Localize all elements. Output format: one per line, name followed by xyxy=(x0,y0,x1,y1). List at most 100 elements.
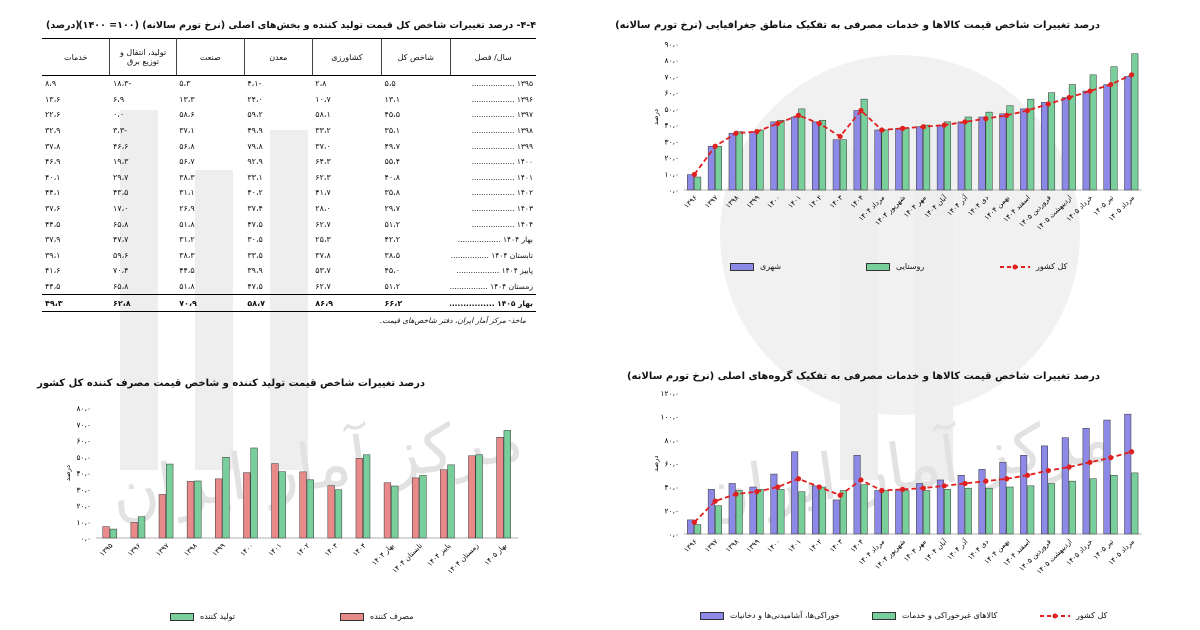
table-value-cell: ۵۹،۲ xyxy=(247,110,263,120)
y-tick-label: ۲۰،۰ xyxy=(664,507,679,516)
table-header-0: سال/ فصل xyxy=(449,38,536,76)
bar-1 xyxy=(1110,475,1118,535)
table-value-cell: ۵۱،۸ xyxy=(179,219,195,229)
x-tick-label: آذر ۱۴۰۴ xyxy=(945,192,970,217)
bar-1 xyxy=(419,475,427,539)
legend-label-nonfood: کالاهای غیرخوراکی و خدمات xyxy=(902,611,998,620)
table-row: ۱۳۹۹ .................. ۴۹،۷ ۳۷،۰ ۷۹،۸ ۵۶،۸ ۴… xyxy=(42,138,536,154)
y-tick-label: ۹۰،۰ xyxy=(664,40,679,49)
bar-1 xyxy=(475,454,483,539)
bar-0 xyxy=(791,451,799,535)
bar-1 xyxy=(363,454,371,539)
table-value-cell: ۳۱،۱ xyxy=(179,188,195,198)
bar-0 xyxy=(916,126,924,191)
bar-0 xyxy=(383,482,392,539)
bar-1 xyxy=(735,131,743,191)
chart3-legend-consumer: مصرف کننده xyxy=(340,612,414,621)
bar-0 xyxy=(1061,97,1069,191)
legend-swatch-food xyxy=(700,611,724,620)
table-value-cell: ۵،۵ xyxy=(384,79,396,89)
table-value-cell: ۵۳،۷ xyxy=(315,266,331,276)
bar-0 xyxy=(1040,445,1048,535)
bar-0 xyxy=(728,132,736,191)
x-tick-label: ۱۴۰۰ xyxy=(239,542,255,558)
legend-label-producer: تولید کننده xyxy=(200,612,235,621)
y-tick-label: ۸۰،۰ xyxy=(664,436,679,445)
x-tick-label: ۱۴۰۳ xyxy=(323,542,339,558)
table-value-cell: ۴۵،۵ xyxy=(384,110,401,120)
table-value-cell: ۶۶،۲ xyxy=(381,294,450,312)
bar-1 xyxy=(714,505,722,535)
bar-1 xyxy=(1048,92,1056,191)
table-value-cell: ۵۹،۶ xyxy=(112,250,129,260)
x-tick-label: ۱۳۹۸ xyxy=(724,538,740,554)
bar-1 xyxy=(923,124,931,191)
table-value-cell: ۴۰،۸ xyxy=(384,172,401,182)
bar-1 xyxy=(777,119,785,191)
bar-0 xyxy=(895,489,903,535)
bar-0 xyxy=(440,469,448,539)
bar-0 xyxy=(411,477,420,539)
chart-regions: ۰،۰ ۱۰،۰ ۲۰،۰ ۳۰،۰ ۴۰،۰ ۵۰،۰ ۶۰،۰ ۷۰،۰ ۸۰،۰ ۹۰،۰ د… xyxy=(652,40,1142,232)
table-value-cell: ۴۴،۵ xyxy=(45,282,61,292)
y-tick-label: ۱۰،۰ xyxy=(664,170,679,179)
bar-1 xyxy=(860,484,868,535)
bar-1 xyxy=(166,463,174,539)
bar-1 xyxy=(1006,105,1014,191)
table-value-cell: ۵۸،۷ xyxy=(244,294,313,312)
legend-line-total xyxy=(1000,264,1030,269)
bar-0 xyxy=(186,481,195,539)
table-value-cell: ۵،۳ xyxy=(179,79,191,89)
table-value-cell: ۳۷،۴ xyxy=(247,204,263,214)
table-row: ۱۳۹۸ .................. ۳۵،۱ ۳۳،۲ ۴۹،۹ ۳۷،۱ -… xyxy=(42,123,536,139)
legend-swatch-consumer xyxy=(340,612,364,621)
total-line xyxy=(693,74,1132,175)
total-point xyxy=(1004,476,1010,482)
table-value-cell: ۷۰،۴ xyxy=(112,266,129,276)
table-row: زمستان ۱۴۰۴ .................. ۵۱،۲ ۶۲،۷ ۴۷… xyxy=(42,279,536,295)
bar-0 xyxy=(978,116,986,191)
bar-0 xyxy=(936,479,944,535)
bar-1 xyxy=(839,490,847,535)
table-value-cell: ۳۲،۹ xyxy=(45,126,61,136)
table-source: ماخذ- مرکز آمار ایران، دفتر شاخص‌های قیم… xyxy=(380,316,526,325)
table-row: ۱۴۰۳ .................. ۲۹،۷ ۲۸،۰ ۳۷،۴ ۲۶،۹ ۱… xyxy=(42,201,536,217)
table-value-cell: ۰،۰ xyxy=(112,110,125,120)
bar-1 xyxy=(923,490,931,535)
bar-0 xyxy=(916,483,924,535)
table-value-cell: ۵۱،۸ xyxy=(179,282,195,292)
legend-label-consumer: مصرف کننده xyxy=(370,612,414,621)
ppi-table: سال/ فصل شاخص کل کشاورزی معدن صنعت تولید، انت… xyxy=(42,38,536,312)
table-value-cell: ۴۹،۷ xyxy=(384,141,401,151)
table-value-cell: ۵۸،۱ xyxy=(315,110,331,120)
table-period-cell: ۱۴۰۳ .................. xyxy=(471,204,533,214)
x-tick-label: ۱۳۹۵ xyxy=(98,542,114,558)
legend-label-total: کل کشور xyxy=(1036,262,1068,271)
bar-0 xyxy=(936,124,944,191)
table-value-cell: ۶۵،۸ xyxy=(112,282,129,292)
table-value-cell: ۵۸،۶ xyxy=(179,110,195,120)
bar-1 xyxy=(839,139,847,191)
total-point xyxy=(775,120,781,127)
bar-1 xyxy=(819,119,827,191)
bar-1 xyxy=(447,464,455,539)
table-value-cell: -۴،۱ xyxy=(247,79,262,89)
bar-0 xyxy=(687,174,695,191)
table-period-cell: ۱۴۰۱ .................. xyxy=(471,172,533,182)
legend-label-urban: شهری xyxy=(760,262,782,271)
bar-0 xyxy=(496,437,504,539)
y-axis-label: درصد xyxy=(652,109,660,125)
bar-0 xyxy=(243,472,251,539)
total-point xyxy=(1066,464,1072,470)
chart3-legend-producer: تولید کننده xyxy=(170,612,235,621)
bar-1 xyxy=(1068,480,1076,535)
bar-0 xyxy=(1124,76,1132,191)
table-row: ۱۴۰۲ .................. ۳۵،۸ ۴۱،۷ ۴۰،۲ ۳۱،۱ ۴… xyxy=(42,185,536,201)
table-value-cell: ۳۳،۱ xyxy=(247,172,263,182)
bar-0 xyxy=(327,485,335,539)
total-point xyxy=(858,107,864,114)
y-tick-label: ۲۰،۰ xyxy=(664,154,679,163)
total-point xyxy=(712,143,718,149)
x-tick-label: ۱۴۰۰ xyxy=(766,194,782,210)
total-point xyxy=(1045,101,1051,107)
